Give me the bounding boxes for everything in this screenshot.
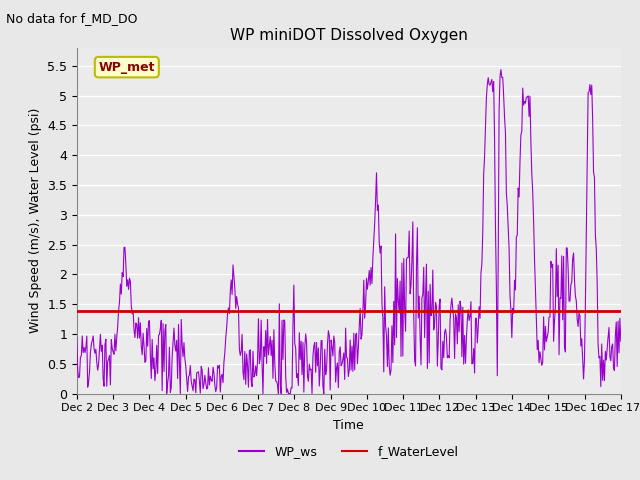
Legend: WP_ws, f_WaterLevel: WP_ws, f_WaterLevel bbox=[234, 440, 463, 463]
Title: WP miniDOT Dissolved Oxygen: WP miniDOT Dissolved Oxygen bbox=[230, 28, 468, 43]
Text: WP_met: WP_met bbox=[99, 60, 155, 73]
Y-axis label: Wind Speed (m/s), Water Level (psi): Wind Speed (m/s), Water Level (psi) bbox=[29, 108, 42, 334]
Text: No data for f_MD_DO: No data for f_MD_DO bbox=[6, 12, 138, 25]
X-axis label: Time: Time bbox=[333, 419, 364, 432]
